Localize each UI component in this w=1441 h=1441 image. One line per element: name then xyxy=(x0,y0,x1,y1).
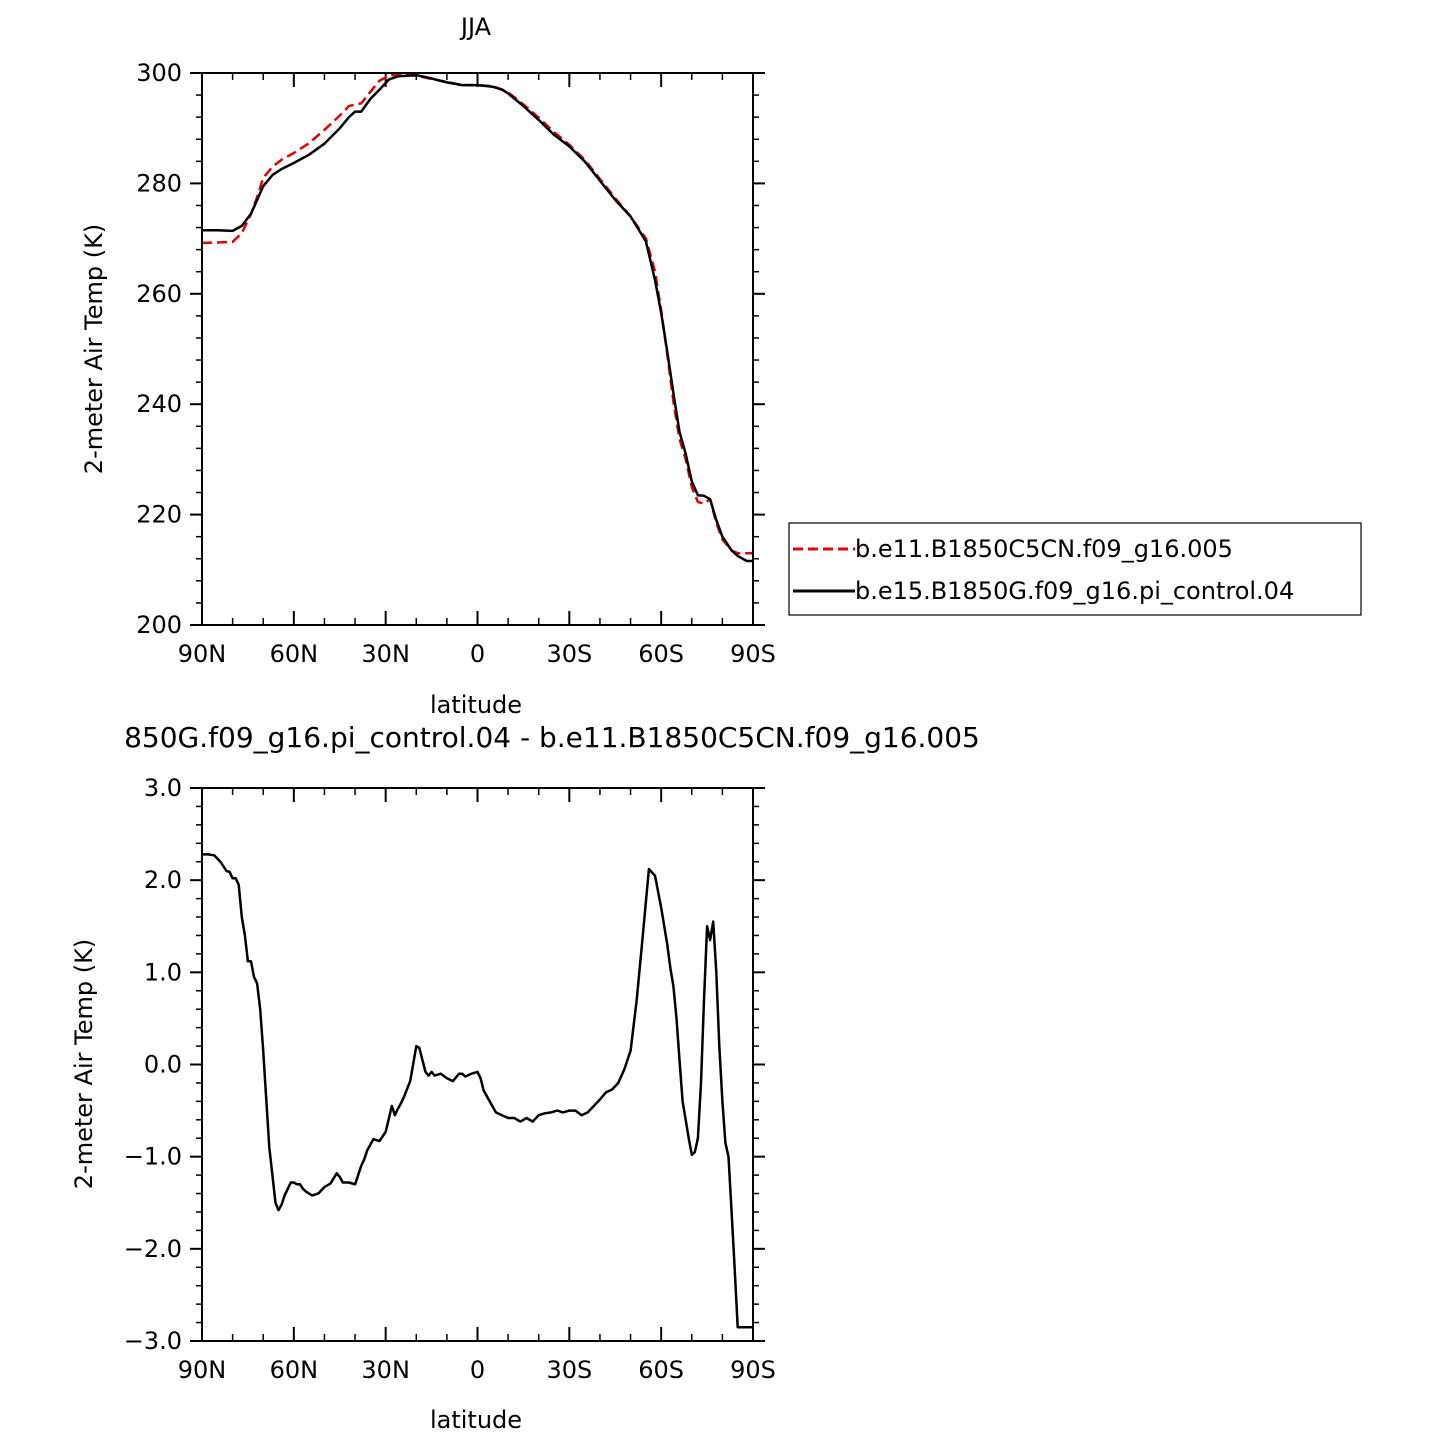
x-tick-label: 90S xyxy=(730,640,776,668)
x-tick-label: 90N xyxy=(178,640,227,668)
x-tick-label: 30N xyxy=(361,1356,410,1384)
x-tick-label: 60S xyxy=(638,1356,684,1384)
plot-frame xyxy=(201,787,754,1342)
x-tick-label: 90N xyxy=(178,1356,227,1384)
y-tick-label: 260 xyxy=(136,280,182,308)
y-tick-label: 280 xyxy=(136,169,182,197)
y-tick-label: 2.0 xyxy=(144,866,182,894)
legend-entry-series-2: b.e15.B1850G.f09_g16.pi_control.04 xyxy=(855,577,1294,605)
y-tick-label: 240 xyxy=(136,390,182,418)
legend: b.e11.B1850C5CN.f09_g16.005 b.e15.B1850G… xyxy=(788,522,1362,616)
y-tick-label: 220 xyxy=(136,501,182,529)
plot-frame xyxy=(201,72,754,626)
x-tick-label: 0 xyxy=(470,1356,485,1384)
x-axis-label: latitude xyxy=(430,691,522,719)
series-line-2 xyxy=(202,73,753,563)
y-axis-label: 2-meter Air Temp (K) xyxy=(70,939,98,1189)
x-axis-label: latitude xyxy=(430,1406,522,1434)
chart-title: JJA xyxy=(459,13,492,41)
series-group xyxy=(201,72,753,563)
series-group xyxy=(202,853,753,1329)
x-tick-label: 60N xyxy=(270,640,319,668)
legend-entry-series-1: b.e11.B1850C5CN.f09_g16.005 xyxy=(855,535,1233,563)
axes: 90N 60N 30N 0 30S 60S 90S −3.0 −2.0 −1.0 0.0 1.0 2.0… xyxy=(124,774,776,1384)
series-line-1 xyxy=(201,72,753,555)
x-tick-label: 60N xyxy=(270,1356,319,1384)
legend-box xyxy=(788,522,1362,616)
axes: 90N 60N 30N 0 30S 60S 90S 200 220 240 260 280 300 xyxy=(136,59,776,668)
x-tick-label: 60S xyxy=(638,640,684,668)
x-tick-label: 30N xyxy=(361,640,410,668)
x-tick-label: 90S xyxy=(730,1356,776,1384)
x-tick-label: 0 xyxy=(470,640,485,668)
chart-title: 850G.f09_g16.pi_control.04 - b.e11.B1850… xyxy=(124,721,980,754)
y-tick-label: 0.0 xyxy=(144,1051,182,1079)
y-tick-label: 300 xyxy=(136,59,182,87)
y-tick-label: 200 xyxy=(136,611,182,639)
y-tick-label: 1.0 xyxy=(144,958,182,986)
y-tick-label: −2.0 xyxy=(124,1235,182,1263)
x-tick-label: 30S xyxy=(546,1356,592,1384)
bottom-chart: 850G.f09_g16.pi_control.04 - b.e11.B1850… xyxy=(70,721,980,1434)
x-tick-label: 30S xyxy=(546,640,592,668)
y-axis-label: 2-meter Air Temp (K) xyxy=(80,224,108,474)
top-chart: JJA latitude 2-meter Air Temp (K) 90N 60N… xyxy=(80,13,776,719)
series-line-1 xyxy=(202,853,753,1329)
y-tick-label: 3.0 xyxy=(144,774,182,802)
y-tick-label: −3.0 xyxy=(124,1327,182,1355)
y-tick-label: −1.0 xyxy=(124,1143,182,1171)
